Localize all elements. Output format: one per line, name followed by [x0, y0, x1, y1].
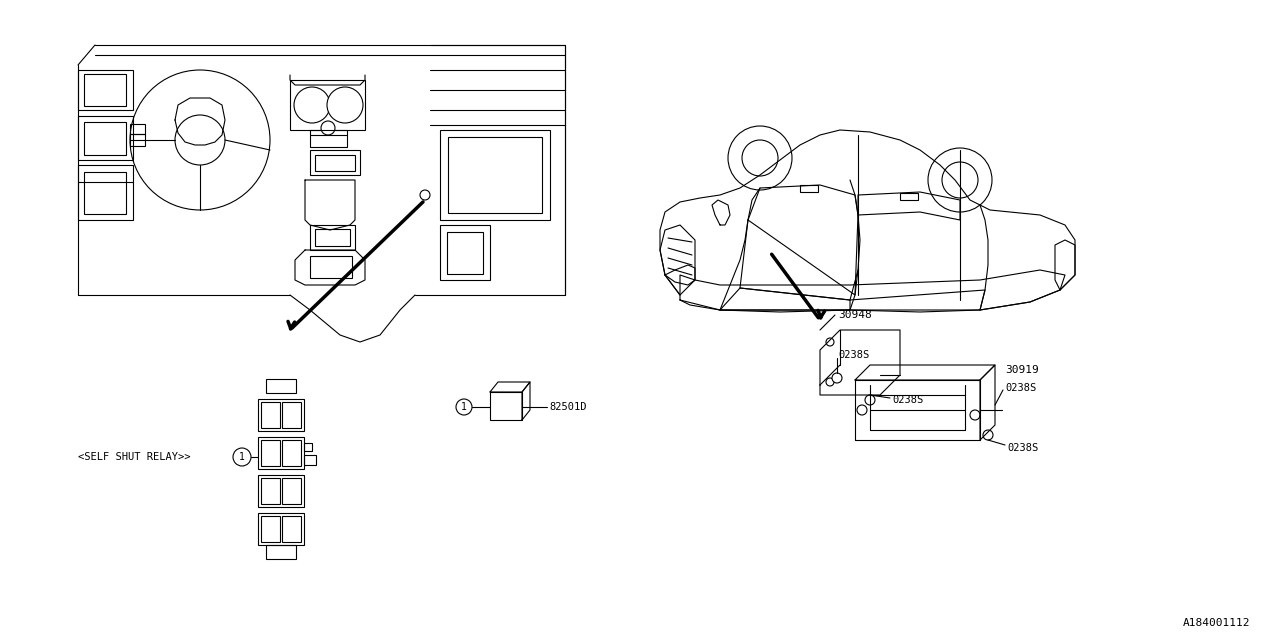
- Circle shape: [742, 140, 778, 176]
- Bar: [310, 256, 352, 278]
- Bar: [440, 130, 550, 220]
- Bar: [84, 74, 125, 106]
- Circle shape: [131, 70, 270, 210]
- Bar: [78, 165, 133, 220]
- Text: A184001112: A184001112: [1183, 618, 1251, 628]
- Bar: [131, 124, 145, 134]
- Text: 0238S: 0238S: [838, 350, 869, 360]
- Bar: [291, 80, 365, 130]
- Text: 0238S: 0238S: [892, 395, 923, 405]
- Circle shape: [728, 126, 792, 190]
- Circle shape: [826, 378, 835, 386]
- Bar: [315, 155, 355, 171]
- Bar: [305, 443, 312, 451]
- Bar: [282, 516, 301, 542]
- Bar: [259, 475, 305, 507]
- Bar: [84, 122, 125, 155]
- Circle shape: [983, 430, 993, 440]
- Bar: [282, 402, 301, 428]
- Bar: [259, 513, 305, 545]
- Circle shape: [858, 405, 867, 415]
- Bar: [448, 137, 541, 213]
- Bar: [131, 134, 145, 146]
- Text: 82501D: 82501D: [549, 402, 586, 412]
- Bar: [261, 516, 280, 542]
- Circle shape: [321, 121, 335, 135]
- Bar: [490, 392, 522, 420]
- Bar: [315, 229, 349, 246]
- Bar: [266, 379, 296, 393]
- Bar: [266, 545, 296, 559]
- Text: 1: 1: [461, 402, 467, 412]
- Bar: [261, 402, 280, 428]
- Bar: [282, 440, 301, 466]
- Bar: [84, 172, 125, 214]
- Circle shape: [970, 410, 980, 420]
- Bar: [900, 193, 918, 200]
- Circle shape: [942, 162, 978, 198]
- Circle shape: [826, 338, 835, 346]
- Bar: [261, 478, 280, 504]
- Text: <SELF SHUT RELAY>>: <SELF SHUT RELAY>>: [78, 452, 191, 462]
- Bar: [310, 130, 347, 147]
- Bar: [259, 399, 305, 431]
- Circle shape: [175, 115, 225, 165]
- Bar: [310, 225, 355, 250]
- Bar: [78, 116, 133, 160]
- Circle shape: [294, 87, 330, 123]
- Text: 0238S: 0238S: [1007, 443, 1038, 453]
- Bar: [282, 478, 301, 504]
- Bar: [305, 455, 316, 465]
- Bar: [447, 232, 483, 274]
- Circle shape: [928, 148, 992, 212]
- Circle shape: [865, 395, 876, 405]
- Circle shape: [420, 190, 430, 200]
- Bar: [310, 150, 360, 175]
- Bar: [261, 440, 280, 466]
- Circle shape: [832, 373, 842, 383]
- Circle shape: [233, 448, 251, 466]
- Bar: [259, 437, 305, 469]
- Text: 0238S: 0238S: [1005, 383, 1037, 393]
- Bar: [800, 185, 818, 192]
- Bar: [440, 225, 490, 280]
- Circle shape: [456, 399, 472, 415]
- Circle shape: [326, 87, 364, 123]
- Text: 30919: 30919: [1005, 365, 1039, 375]
- Bar: [78, 70, 133, 110]
- Text: 30948: 30948: [838, 310, 872, 320]
- Text: 1: 1: [239, 452, 244, 462]
